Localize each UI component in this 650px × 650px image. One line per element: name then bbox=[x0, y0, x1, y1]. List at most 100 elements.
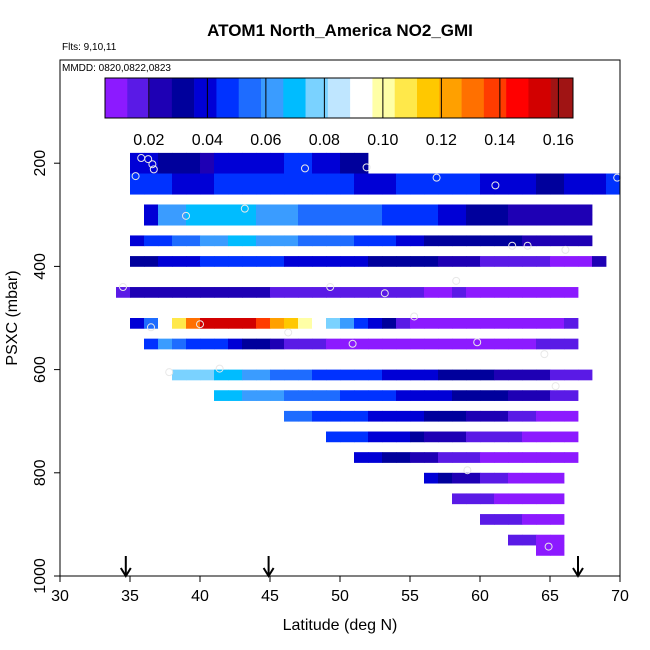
heatmap-cell-3-32 bbox=[578, 183, 593, 195]
heatmap-cell-6-2 bbox=[158, 235, 173, 247]
heatmap-cell-5-1 bbox=[158, 214, 173, 226]
colorbar-label-1: 0.04 bbox=[192, 132, 223, 149]
heatmap-cell-18-4 bbox=[536, 514, 551, 525]
heatmap-cell-8-12 bbox=[284, 287, 299, 298]
heatmap-cell-8-20 bbox=[396, 287, 411, 298]
heatmap-cell-18-1 bbox=[494, 514, 509, 525]
x-tick-label-4: 50 bbox=[331, 588, 349, 605]
heatmap-cell-4-21 bbox=[438, 204, 453, 216]
heatmap-cell-3-1 bbox=[144, 183, 159, 195]
x-tick-label-0: 30 bbox=[51, 588, 69, 605]
y-tick-label-0: 200 bbox=[32, 150, 49, 177]
heatmap-cell-6-0 bbox=[130, 235, 145, 247]
heatmap-cell-5-26 bbox=[508, 214, 523, 226]
heatmap-cell-13-11 bbox=[438, 410, 453, 422]
heatmap-cell-12-18 bbox=[466, 390, 481, 401]
heatmap-cell-9-23 bbox=[452, 318, 467, 329]
heatmap-cell-10-14 bbox=[340, 338, 355, 350]
heatmap-cells bbox=[116, 152, 621, 556]
heatmap-cell-11-3 bbox=[200, 369, 215, 381]
heatmap-cell-11-24 bbox=[494, 369, 509, 381]
heatmap-cell-4-29 bbox=[550, 204, 565, 216]
heatmap-cell-13-3 bbox=[326, 410, 341, 422]
heatmap-cell-8-25 bbox=[466, 287, 481, 298]
heatmap-cell-11-6 bbox=[242, 369, 257, 381]
heatmap-cell-16-9 bbox=[550, 472, 565, 484]
heatmap-cell-10-6 bbox=[228, 338, 243, 350]
heatmap-cell-6-18 bbox=[382, 235, 397, 247]
heatmap-cell-3-26 bbox=[494, 183, 509, 195]
heatmap-cell-14-1 bbox=[340, 431, 355, 443]
sample-point-10 bbox=[215, 364, 224, 373]
colorbar-segment-18 bbox=[506, 78, 529, 118]
heatmap-cell-10-1 bbox=[158, 338, 173, 350]
heatmap-cell-12-0 bbox=[214, 390, 229, 401]
colorbar-frame bbox=[104, 77, 574, 119]
heatmap-cell-7-33 bbox=[592, 256, 607, 267]
heatmap-cell-6-23 bbox=[452, 235, 467, 247]
heatmap-cell-3-29 bbox=[536, 183, 551, 195]
heatmap-cell-0-12 bbox=[298, 152, 313, 164]
y-axis: 200 400 600 800 1000 bbox=[32, 150, 60, 594]
heatmap-cell-8-10 bbox=[256, 287, 271, 298]
heatmap-cell-2-10 bbox=[270, 173, 285, 185]
heatmap-cell-1-2 bbox=[158, 163, 173, 174]
heatmap-cell-14-14 bbox=[522, 431, 537, 443]
heatmap-cell-1-8 bbox=[242, 163, 257, 174]
heatmap-cell-4-26 bbox=[508, 204, 523, 216]
heatmap-cell-5-5 bbox=[214, 214, 229, 226]
heatmap-cell-9-9 bbox=[256, 318, 271, 329]
flights-annotation: Flts: 9,10,11 bbox=[62, 42, 117, 53]
heatmap-cell-15-7 bbox=[452, 452, 467, 463]
heatmap-cell-9-16 bbox=[354, 318, 369, 329]
heatmap-cell-12-1 bbox=[228, 390, 243, 401]
heatmap-cell-11-0 bbox=[158, 369, 173, 381]
heatmap-cell-11-29 bbox=[564, 369, 579, 381]
sample-point-29 bbox=[544, 542, 553, 551]
heatmap-cell-2-21 bbox=[424, 173, 439, 185]
heatmap-cell-6-21 bbox=[424, 235, 439, 247]
heatmap-cell-5-29 bbox=[550, 214, 565, 226]
heatmap-cell-11-4 bbox=[214, 369, 229, 381]
heatmap-cell-2-18 bbox=[382, 173, 397, 185]
heatmap-cell-11-5 bbox=[228, 369, 243, 381]
heatmap-cell-2-13 bbox=[312, 173, 327, 185]
heatmap-cell-12-16 bbox=[438, 390, 453, 401]
colorbar-segment-17 bbox=[483, 78, 507, 118]
heatmap-cell-12-9 bbox=[340, 390, 355, 401]
heatmap-cell-4-11 bbox=[298, 204, 313, 216]
heatmap-cell-6-20 bbox=[410, 235, 425, 247]
heatmap-cell-13-16 bbox=[508, 410, 523, 422]
sample-point-5 bbox=[149, 165, 158, 174]
heatmap-cell-9-24 bbox=[466, 318, 481, 329]
heatmap-cell-4-7 bbox=[242, 204, 257, 216]
heatmap-cell-0-7 bbox=[228, 152, 243, 164]
heatmap-cell-12-3 bbox=[256, 390, 271, 401]
heatmap-cell-16-2 bbox=[452, 472, 467, 484]
heatmap-cell-15-5 bbox=[424, 452, 439, 463]
heatmap-cell-4-28 bbox=[536, 204, 551, 216]
sample-point-24 bbox=[508, 241, 517, 250]
heatmap-cell-8-15 bbox=[326, 287, 341, 298]
heatmap-cell-9-29 bbox=[536, 318, 551, 329]
heatmap-cell-7-20 bbox=[410, 256, 425, 267]
colorbar-segment-6 bbox=[238, 78, 262, 118]
heatmap-cell-4-5 bbox=[214, 204, 229, 216]
flight-arrow-1 bbox=[262, 556, 275, 578]
heatmap-cell-3-15 bbox=[340, 183, 355, 195]
heatmap-cell-2-23 bbox=[452, 173, 467, 185]
heatmap-cell-15-14 bbox=[550, 452, 565, 463]
heatmap-cell-10-2 bbox=[172, 338, 187, 350]
heatmap-cell-7-28 bbox=[522, 256, 537, 267]
heatmap-cell-6-1 bbox=[144, 235, 159, 247]
heatmap-cell-1-11 bbox=[284, 163, 299, 174]
heatmap-cell-8-0 bbox=[116, 287, 131, 298]
heatmap-cell-13-18 bbox=[536, 410, 551, 422]
heatmap-cell-3-8 bbox=[242, 183, 257, 195]
heatmap-cell-2-26 bbox=[494, 173, 509, 185]
y-tick-label-3: 800 bbox=[32, 459, 49, 486]
heatmap-cell-4-31 bbox=[578, 204, 593, 216]
heatmap-cell-3-2 bbox=[158, 183, 173, 195]
heatmap-cell-9-4 bbox=[186, 318, 201, 329]
heatmap-cell-6-14 bbox=[326, 235, 341, 247]
